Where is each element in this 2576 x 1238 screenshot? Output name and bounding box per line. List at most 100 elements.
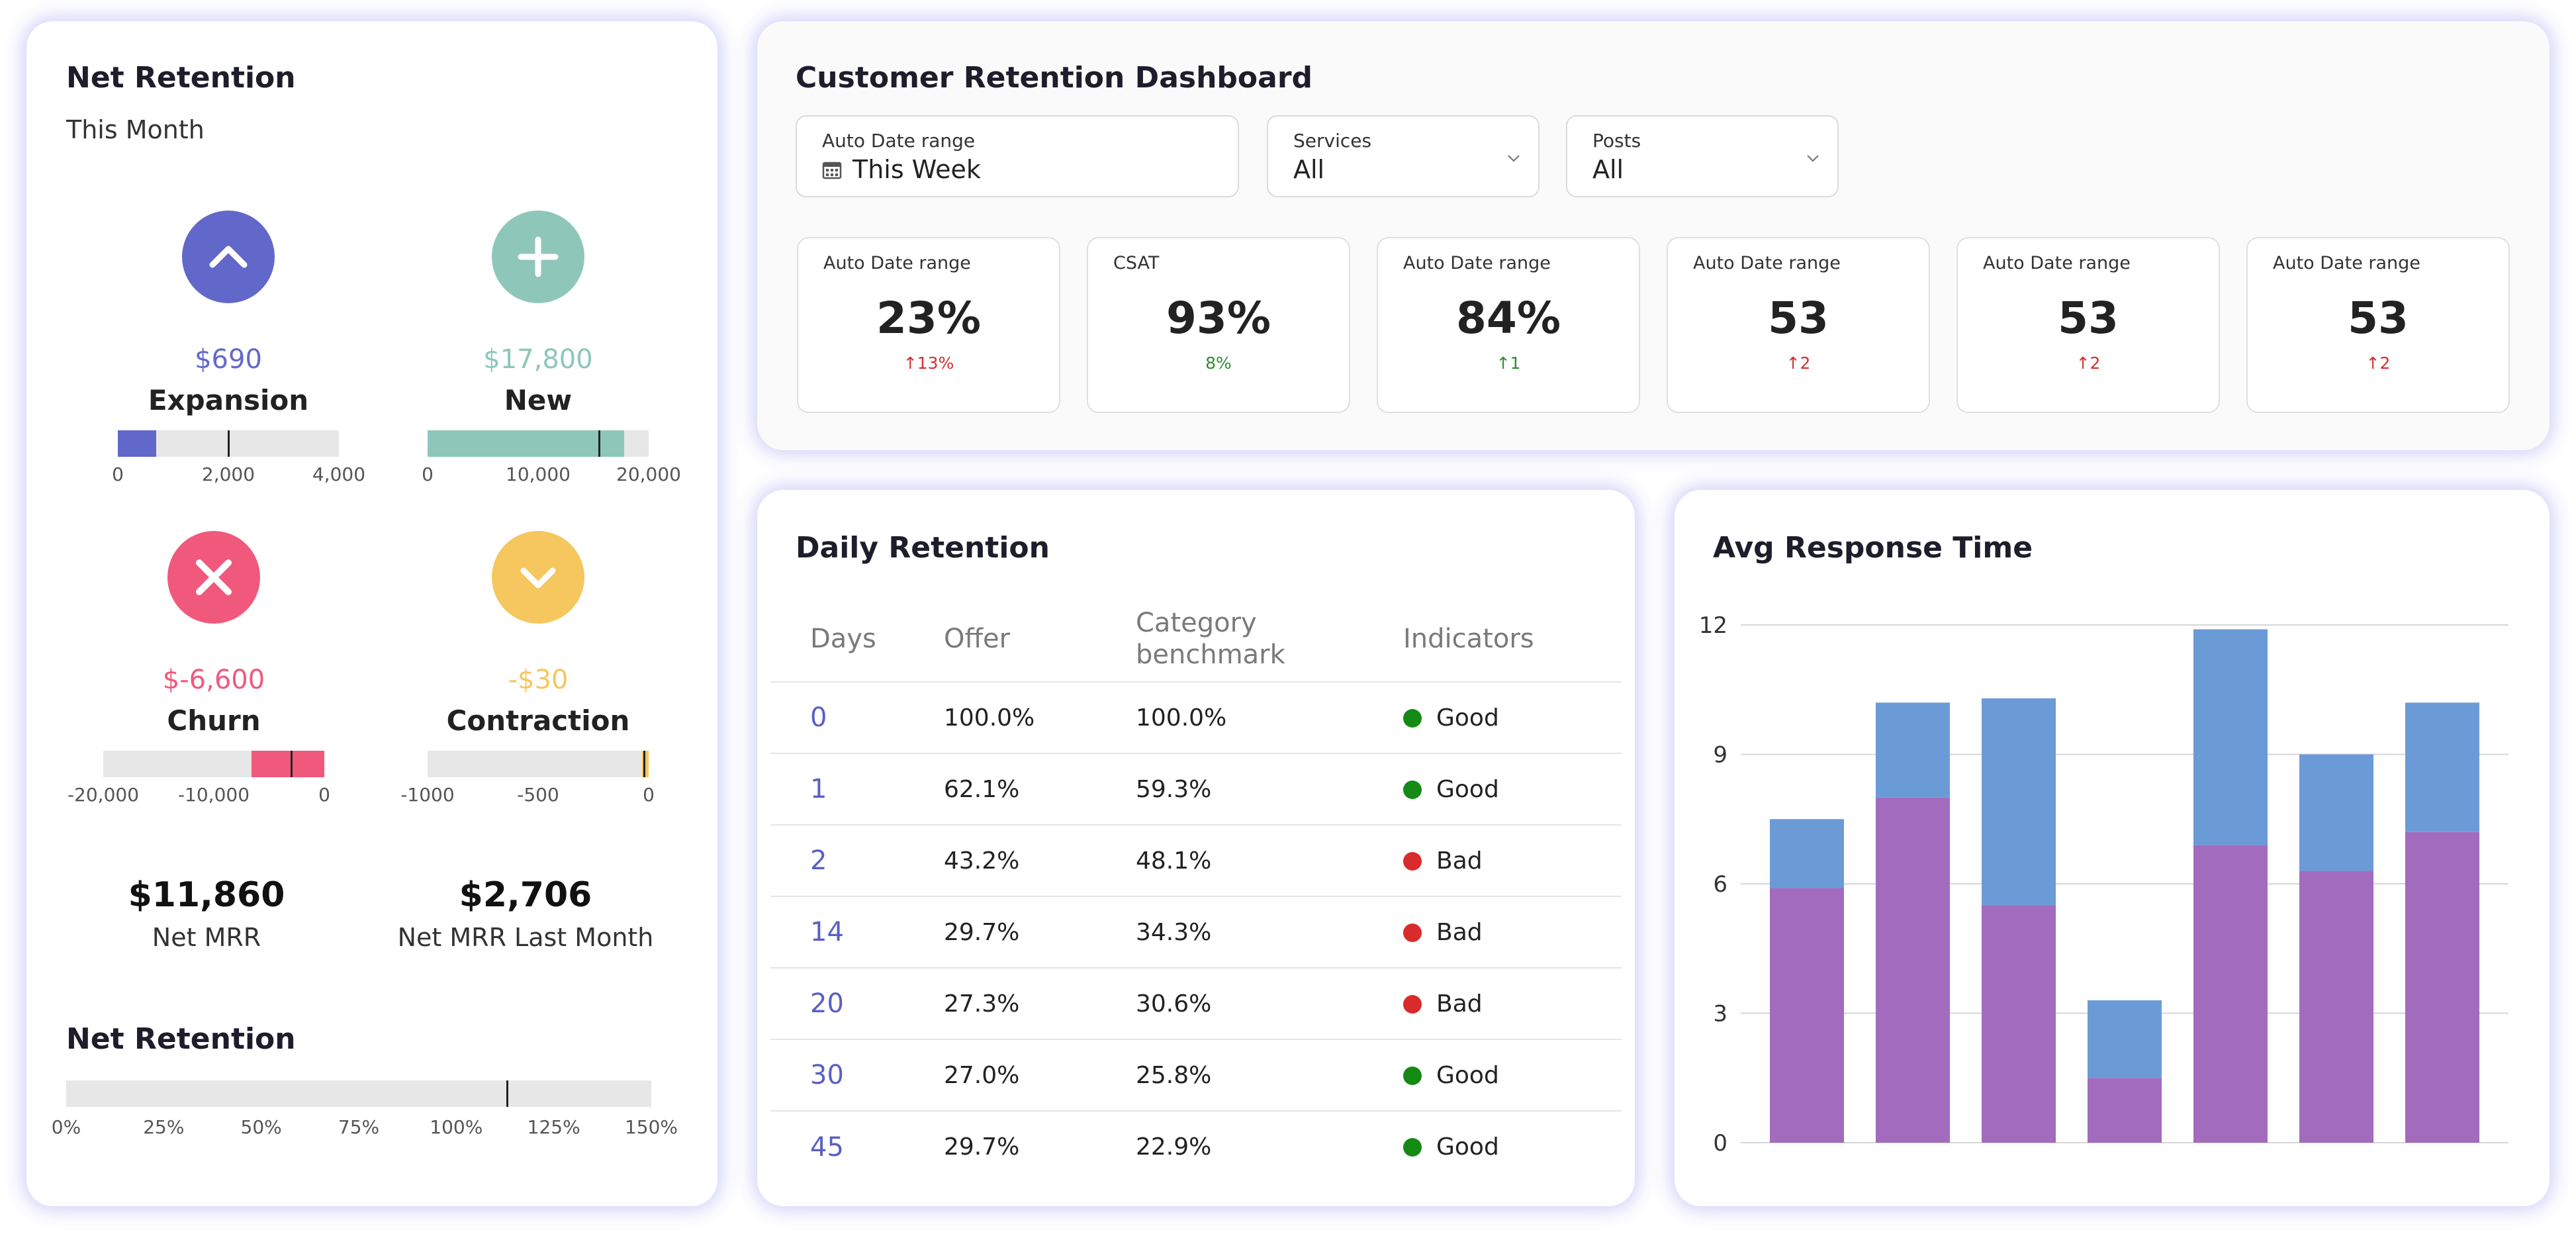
bar-segment-series-0[interactable] <box>1982 905 2056 1143</box>
metric-name: Churn <box>167 704 261 737</box>
column-header-indicators[interactable]: Indicators <box>1403 596 1622 683</box>
table-row[interactable]: 20 27.3% 30.6% Bad <box>770 968 1622 1040</box>
days-cell[interactable]: 30 <box>770 1039 944 1112</box>
kpi-label: Auto Date range <box>1983 253 2131 273</box>
kpi-card[interactable]: Auto Date range 53 ↑2 <box>2246 237 2510 413</box>
axis-tick: 25% <box>143 1116 185 1138</box>
bar-segment-series-1[interactable] <box>1982 698 2056 906</box>
bullet-fill <box>118 430 156 457</box>
indicator-label: Good <box>1436 1061 1499 1089</box>
filter-value: This Week <box>852 155 981 184</box>
kpi-card[interactable]: Auto Date range 23% ↑13% <box>797 237 1060 413</box>
offer-cell: 29.7% <box>944 896 1136 969</box>
table-row[interactable]: 45 29.7% 22.9% Good <box>770 1111 1622 1182</box>
bar-segment-series-1[interactable] <box>1770 819 1844 888</box>
days-cell[interactable]: 0 <box>770 682 944 754</box>
axis-tick: 0 <box>643 784 655 806</box>
daily-retention-table: Days Offer Category benchmark Indicators… <box>770 596 1622 1182</box>
column-header-benchmark[interactable]: Category benchmark <box>1136 596 1403 683</box>
card-title: Net Retention <box>66 61 296 95</box>
bullet-marker <box>643 751 646 777</box>
bullet-marker <box>228 430 230 457</box>
services-select[interactable]: Services All <box>1267 115 1540 197</box>
table-row[interactable]: 1 62.1% 59.3% Good <box>770 753 1622 826</box>
kpi-delta: ↑2 <box>1786 354 1811 373</box>
bar-segment-series-0[interactable] <box>1770 888 1844 1143</box>
axis-tick: -20,000 <box>67 784 140 806</box>
bar-segment-series-1[interactable] <box>2193 629 2268 845</box>
metric-name: Contraction <box>446 704 630 737</box>
kpi-delta: 8% <box>1205 354 1232 373</box>
days-cell[interactable]: 14 <box>770 896 944 969</box>
kpi-value: 53 <box>1768 293 1829 344</box>
indicator-cell: Good <box>1403 1039 1622 1112</box>
bar-segment-series-0[interactable] <box>2405 832 2479 1143</box>
indicator-cell: Good <box>1403 682 1622 754</box>
benchmark-cell: 100.0% <box>1136 682 1403 754</box>
avg-response-time-card: Avg Response Time 0 3 6 9 12 <box>1675 490 2550 1206</box>
filter-label: Services <box>1293 130 1372 152</box>
kpi-value: 84% <box>1456 293 1561 344</box>
chevron-down-icon <box>492 531 584 624</box>
indicator-label: Bad <box>1436 990 1483 1018</box>
posts-select[interactable]: Posts All <box>1566 115 1839 197</box>
bar-segment-series-0[interactable] <box>1876 797 1950 1143</box>
metric-bullet-bar <box>103 751 324 777</box>
kpi-card[interactable]: CSAT 93% 8% <box>1087 237 1350 413</box>
kpi-card[interactable]: Auto Date range 53 ↑2 <box>1667 237 1930 413</box>
benchmark-cell: 25.8% <box>1136 1039 1403 1112</box>
filter-label: Posts <box>1592 130 1641 152</box>
days-cell[interactable]: 2 <box>770 825 944 897</box>
kpi-card[interactable]: Auto Date range 53 ↑2 <box>1956 237 2220 413</box>
bullet-fill <box>428 430 625 457</box>
days-cell[interactable]: 20 <box>770 968 944 1040</box>
table-row[interactable]: 2 43.2% 48.1% Bad <box>770 825 1622 897</box>
indicator-cell: Bad <box>1403 825 1622 897</box>
metric-value: -$30 <box>508 665 569 695</box>
kpi-card[interactable]: Auto Date range 84% ↑1 <box>1377 237 1640 413</box>
days-cell[interactable]: 45 <box>810 1131 844 1163</box>
indicator-label: Good <box>1436 1133 1499 1161</box>
axis-tick: 100% <box>430 1116 483 1138</box>
benchmark-cell: 22.9% <box>1136 1133 1212 1161</box>
axis-tick: 4,000 <box>312 463 366 485</box>
metric-value: $17,800 <box>483 344 593 375</box>
net-retention-bar <box>66 1080 651 1107</box>
column-header-days[interactable]: Days <box>770 596 944 683</box>
net-mrr-last-label: Net MRR Last Month <box>397 923 654 952</box>
offer-cell: 62.1% <box>944 753 1136 826</box>
bar-segment-series-0[interactable] <box>2193 845 2268 1143</box>
metric-bullet-bar <box>428 430 649 457</box>
y-tick-label: 6 <box>1713 871 1727 898</box>
offer-cell: 43.2% <box>944 825 1136 897</box>
indicator-cell: Good <box>1403 753 1622 826</box>
days-cell[interactable]: 1 <box>770 753 944 826</box>
bar-segment-series-0[interactable] <box>2088 1078 2162 1143</box>
net-retention-marker <box>506 1080 508 1107</box>
status-dot-icon <box>1403 708 1422 728</box>
chart-title: Avg Response Time <box>1713 531 2033 565</box>
kpi-delta: ↑2 <box>2076 354 2101 373</box>
table-row[interactable]: 0 100.0% 100.0% Good <box>770 682 1622 754</box>
bar-segment-series-1[interactable] <box>2405 702 2479 832</box>
table-row[interactable]: 30 27.0% 25.8% Good <box>770 1039 1622 1112</box>
bar-segment-series-0[interactable] <box>2299 871 2373 1143</box>
column-header-offer[interactable]: Offer <box>944 596 1136 683</box>
kpi-label: Auto Date range <box>2273 253 2420 273</box>
date-range-filter[interactable]: Auto Date range This Week <box>796 115 1239 197</box>
y-tick-label: 9 <box>1713 742 1727 769</box>
bar-segment-series-1[interactable] <box>2299 754 2373 871</box>
metric-name: Expansion <box>148 384 309 416</box>
kpi-value: 93% <box>1166 293 1271 344</box>
offer-cell: 100.0% <box>944 682 1136 754</box>
axis-tick: 75% <box>338 1116 380 1138</box>
net-mrr-last-value: $2,706 <box>459 875 592 915</box>
metric-bullet-bar <box>118 430 339 457</box>
bar-segment-series-1[interactable] <box>1876 702 1950 798</box>
table-row[interactable]: 14 29.7% 34.3% Bad <box>770 896 1622 969</box>
y-tick-label: 0 <box>1713 1130 1727 1157</box>
bar-segment-series-1[interactable] <box>2088 1000 2162 1078</box>
metric-name: New <box>504 384 573 416</box>
customer-retention-dashboard-card: Customer Retention Dashboard Auto Date r… <box>757 21 2550 450</box>
offer-cell: 27.3% <box>944 968 1136 1040</box>
